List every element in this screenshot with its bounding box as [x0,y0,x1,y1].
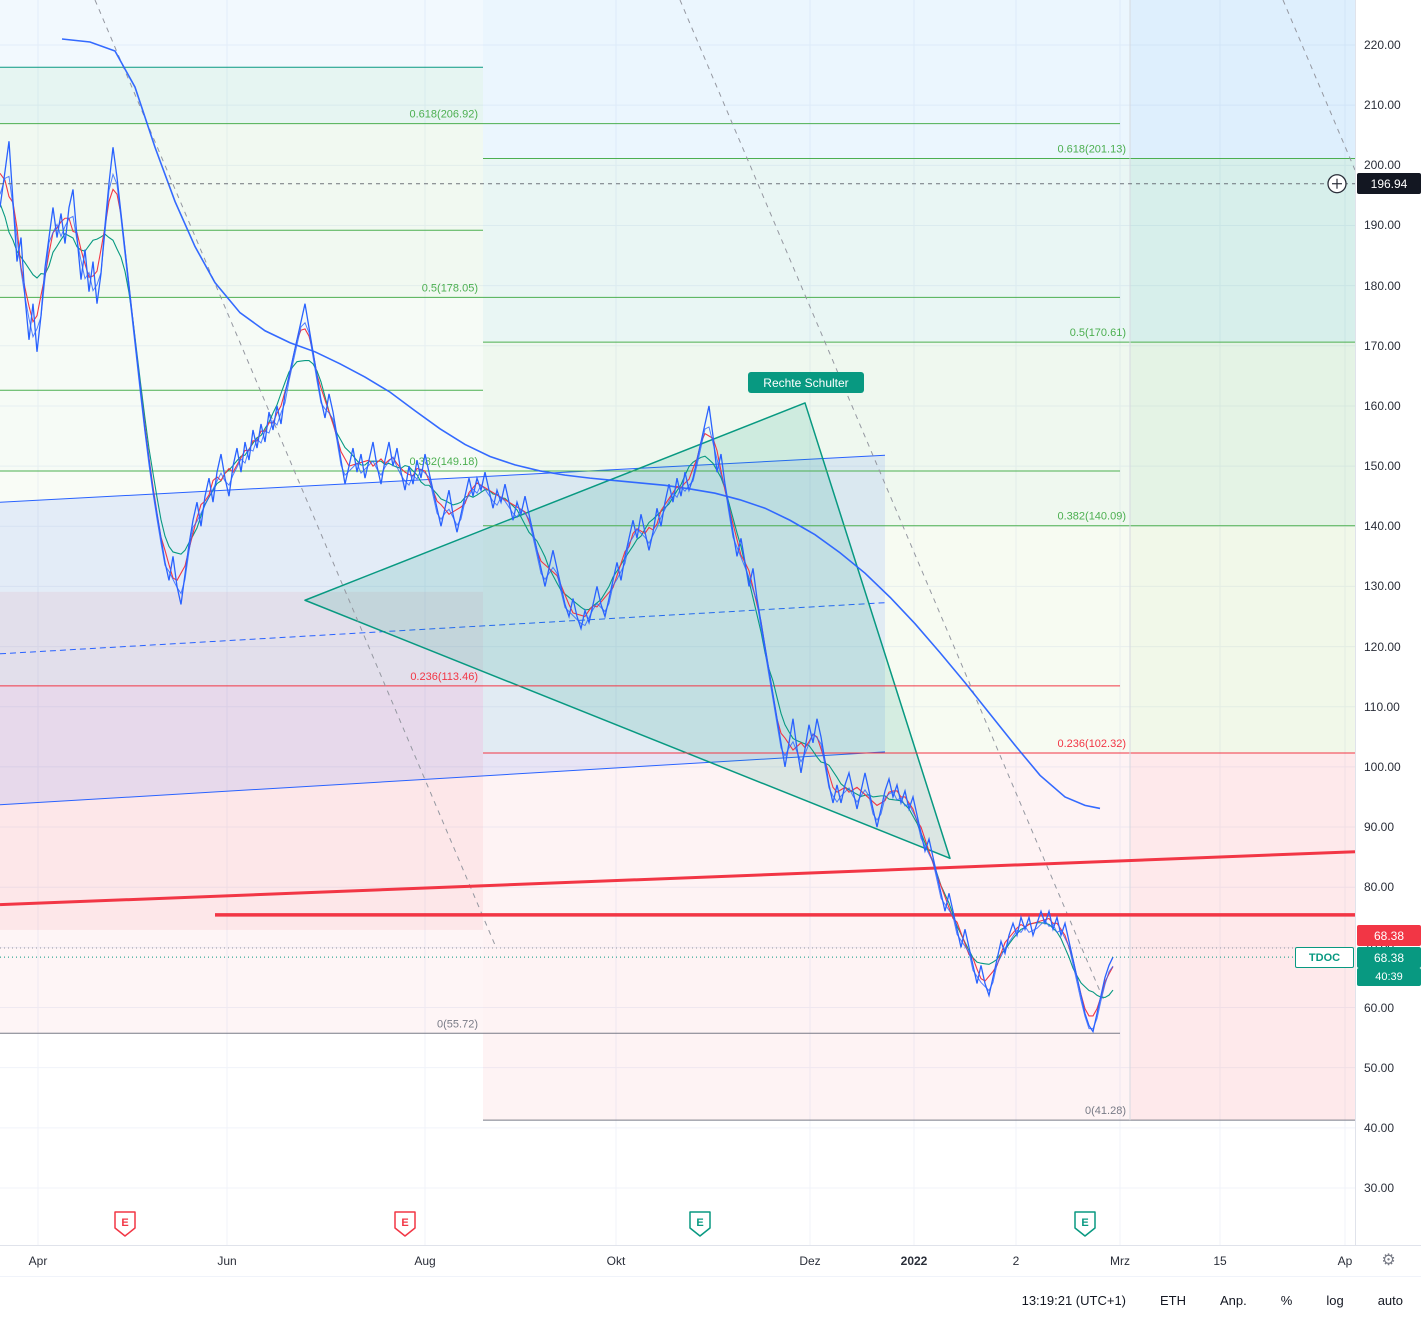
ma-teal-line [0,203,1114,999]
gear-icon[interactable]: ⚙ [1381,1252,1396,1269]
price-tick-label: 30.00 [1364,1181,1395,1195]
earnings-event-icon[interactable] [394,1211,416,1237]
last-price-badge: 68.38 [1357,947,1421,968]
axis-settings-corner[interactable]: ⚙ [1356,1246,1421,1276]
fib-level-label: 0.5(178.05) [422,282,478,294]
session-eth-button[interactable]: ETH [1160,1293,1187,1308]
price-axis[interactable]: 196.94 68.38 68.38 40:39 220.00 210.00 200… [1355,0,1421,1245]
fib-level-label: 0.618(201.13) [1058,144,1127,156]
price-tick-label: 170.00 [1364,338,1401,353]
channel-top-line[interactable] [0,454,886,503]
auto-scale-button[interactable]: auto [1377,1293,1403,1308]
fib-band [0,123,483,298]
bar-countdown-badge: 40:39 [1357,968,1421,986]
pattern-label-text: Rechte Schulter [763,376,848,390]
fib-band [1130,342,1355,526]
earnings-event-letter: E [696,1217,703,1229]
fib-band [483,0,1130,159]
price-line [0,141,1114,1034]
time-tick-label: 2022 [900,1254,928,1268]
chart-canvas[interactable]: 0.618(206.92) 0.5(178.05) 0.382(149.18) 0.2… [0,0,1355,1245]
price-tick-label: 120.00 [1364,639,1401,654]
symbol-price-label: TDOC [1295,947,1354,968]
channel-bottom-line[interactable] [0,751,886,806]
price-tick-label: 50.00 [1364,1060,1395,1075]
price-tick-label: 210.00 [1364,98,1401,113]
earnings-event-letter: E [401,1217,408,1229]
price-tick-label: 90.00 [1364,820,1395,835]
fib-band [0,67,483,124]
price-tick-label: 80.00 [1364,880,1395,895]
bottom-toolbar: 13:19:21 (UTC+1) ETH Anp. % log auto [0,1276,1421,1324]
price-tick-label: 140.00 [1364,519,1401,534]
fib-band [1130,752,1355,1121]
chart-area[interactable]: 0.618(206.92) 0.5(178.05) 0.382(149.18) 0.2… [0,0,1355,1245]
fib-band [1130,525,1355,753]
fib-band [1130,158,1355,343]
fib-level-label: 0.5(170.61) [1070,327,1126,339]
earnings-event-icon[interactable] [689,1211,711,1237]
fib-band [483,158,1130,343]
time-tick-label: Ap [1337,1254,1353,1268]
crosshair-price-badge: 196.94 [1357,173,1421,194]
time-tick-label: 15 [1213,1254,1227,1268]
fib-level-label: 0.236(102.32) [1058,738,1127,750]
time-axis[interactable]: Apr Jun Aug Okt Dez 2022 2 Mrz 15 Ap [0,1245,1421,1276]
price-tick-label: 40.00 [1364,1120,1395,1135]
price-tick-label: 190.00 [1364,218,1401,233]
fib-level-label: 0.382(140.09) [1058,511,1127,523]
channel-fill[interactable] [0,455,885,805]
time-tick-label: 2 [1012,1254,1020,1268]
price-line-band [0,172,1114,1030]
fib-level-label: 0(41.28) [1085,1105,1126,1117]
price-tick-label: 150.00 [1364,459,1401,474]
fib-level-label: 0(55.72) [437,1018,478,1030]
time-tick-label: Mrz [1110,1254,1130,1268]
red-trendline[interactable] [0,850,1355,907]
dashed-trendline[interactable] [1282,0,1355,171]
price-tick-label: 110.00 [1364,699,1400,714]
fib-level-label: 0.236(113.46) [410,671,478,683]
time-tick-label: Dez [799,1254,821,1268]
ma-long-line [61,38,1101,810]
fib-band [0,685,483,1034]
time-tick-label: Aug [414,1254,436,1268]
red-series-price-badge: 68.38 [1357,925,1421,946]
fib-band [0,0,483,68]
fib-band [0,471,483,686]
price-tick-label: 60.00 [1364,1000,1395,1015]
percent-scale-button[interactable]: % [1280,1293,1293,1308]
dashed-trendline[interactable] [679,0,1106,1004]
earnings-event-icon[interactable] [114,1211,136,1237]
fib-band [0,297,483,472]
fib-band [1130,0,1355,159]
price-tick-label: 100.00 [1364,759,1401,774]
dashed-trendline[interactable] [94,0,496,946]
time-tick-label: Jun [217,1254,237,1268]
time-tick-label: Apr [28,1254,48,1268]
time-tick-label: Okt [606,1254,626,1268]
fib-level-label: 0.382(149.18) [410,456,479,468]
price-tick-label: 130.00 [1364,579,1401,594]
channel-mid-line[interactable] [0,602,886,655]
earnings-event-letter: E [121,1217,128,1229]
fib-band [483,752,1130,1121]
price-tick-label: 180.00 [1364,278,1401,293]
price-tick-label: 200.00 [1364,158,1401,173]
fib-level-label: 0.618(206.92) [410,109,479,121]
log-scale-button[interactable]: log [1326,1293,1344,1308]
earnings-event-icon[interactable] [1074,1211,1096,1237]
clock-display[interactable]: 13:19:21 (UTC+1) [1021,1293,1127,1308]
price-tick-label: 220.00 [1364,38,1401,52]
price-tick-label: 160.00 [1364,398,1401,413]
adjust-data-button[interactable]: Anp. [1220,1293,1247,1308]
red-zone [0,591,483,930]
earnings-event-letter: E [1081,1217,1088,1229]
pattern-label-badge[interactable] [748,372,864,393]
